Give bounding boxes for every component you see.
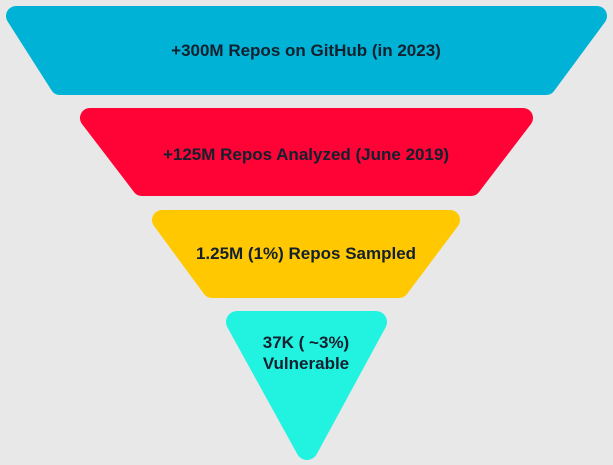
stage-label-line-2: Vulnerable <box>263 354 349 373</box>
funnel-stage-2: +125M Repos Analyzed (June 2019) <box>80 108 533 196</box>
funnel-stage-1: +300M Repos on GitHub (in 2023) <box>6 6 607 95</box>
stage-label: 1.25M (1%) Repos Sampled <box>196 244 416 263</box>
stage-shape <box>80 108 533 196</box>
funnel-stage-3: 1.25M (1%) Repos Sampled <box>152 210 460 298</box>
stage-shape <box>6 6 607 95</box>
stage-shape <box>226 311 387 460</box>
funnel-stage-4: 37K ( ~3%) Vulnerable <box>226 311 387 460</box>
stage-shape <box>152 210 460 298</box>
stage-label: +300M Repos on GitHub (in 2023) <box>171 41 441 60</box>
stage-label: +125M Repos Analyzed (June 2019) <box>163 145 449 164</box>
stage-label-line-1: 37K ( ~3%) <box>263 333 349 352</box>
